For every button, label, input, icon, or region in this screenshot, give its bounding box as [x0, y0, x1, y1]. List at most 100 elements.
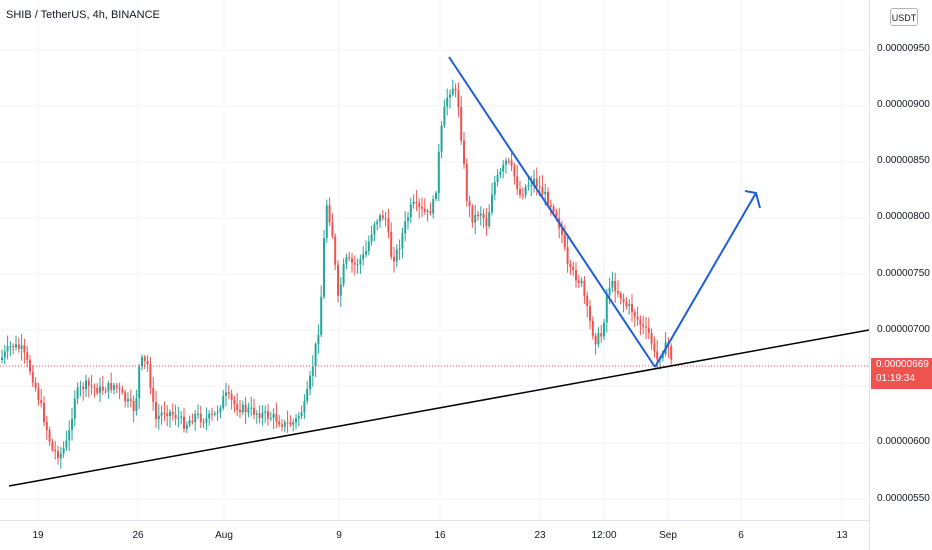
price-axis[interactable]: USDT 0.00000950 0.00000900 0.00000850 0.…: [869, 0, 932, 550]
candle-body: [71, 418, 73, 430]
price-tick: 0.00000550: [877, 493, 930, 504]
candle-body: [51, 441, 54, 450]
candle-body: [303, 401, 306, 413]
candle-body: [342, 263, 345, 285]
candle-body: [499, 171, 502, 175]
candle-body: [166, 413, 169, 416]
candle-body: [563, 234, 566, 248]
candle-body: [639, 319, 642, 325]
candle-body: [43, 402, 45, 422]
symbol-title[interactable]: SHIB / TetherUS, 4h, BINANCE: [6, 9, 160, 21]
candle-body: [471, 206, 474, 223]
candle-body: [409, 204, 412, 218]
candle-body: [594, 335, 597, 345]
candle-body: [608, 287, 611, 296]
candle-body: [236, 404, 239, 410]
candle-body: [555, 212, 558, 218]
candle-body: [485, 218, 488, 227]
candle-body: [443, 106, 446, 126]
candle-body: [633, 312, 636, 317]
candle-body: [6, 346, 9, 352]
candle-body: [457, 90, 460, 108]
candle-body: [320, 296, 323, 335]
candle-body: [115, 385, 118, 388]
candle-body: [465, 163, 468, 201]
candle-body: [146, 361, 149, 365]
candle-body: [479, 213, 482, 216]
candle-body: [331, 222, 334, 237]
candle-body: [118, 387, 121, 390]
candle-body: [393, 256, 395, 262]
candle-body: [292, 422, 295, 425]
candle-body: [314, 344, 317, 367]
price-tick: 0.00000700: [877, 324, 930, 335]
candle-body: [628, 304, 631, 307]
candle-body: [432, 199, 435, 214]
candle-body: [244, 404, 247, 413]
candle-body: [423, 208, 426, 212]
candle-body: [23, 345, 26, 353]
candle-body: [580, 280, 583, 284]
candle-body: [174, 414, 177, 419]
candle-body: [132, 400, 135, 411]
candle-body: [407, 217, 409, 222]
candle-body: [48, 430, 51, 442]
candle-body: [295, 418, 297, 423]
candle-body: [477, 215, 479, 217]
candle-body: [381, 215, 384, 219]
time-tick: 23: [534, 530, 546, 541]
candle-body: [37, 388, 40, 401]
candle-body: [589, 306, 591, 321]
candle-body: [451, 88, 454, 95]
candle-body: [622, 298, 625, 302]
candle-body: [208, 413, 211, 419]
candle-body: [435, 192, 437, 200]
candle-body: [370, 234, 373, 242]
currency-button[interactable]: USDT: [890, 8, 918, 26]
candle-body: [107, 383, 110, 392]
candle-body: [104, 390, 107, 392]
candle-body: [124, 392, 127, 402]
candle-body: [502, 164, 505, 172]
candle-body: [169, 411, 171, 416]
candle-body: [339, 284, 342, 296]
candle-body: [264, 411, 267, 413]
candle-body: [440, 125, 443, 152]
candle-body: [194, 413, 197, 423]
candle-body: [141, 357, 143, 367]
candle-body: [325, 205, 328, 239]
candle-body: [577, 280, 580, 284]
candle-body: [415, 201, 418, 203]
time-tick: 12:00: [591, 530, 617, 541]
candle-body: [645, 326, 647, 328]
candle-body: [113, 385, 115, 390]
candle-body: [99, 386, 101, 394]
candle-body: [544, 191, 547, 195]
candle-body: [275, 413, 278, 422]
candle-body: [269, 417, 272, 419]
candle-body: [619, 293, 622, 299]
candle-body: [309, 375, 311, 390]
current-price-value: 0.00000669: [876, 359, 929, 370]
candle-body: [541, 186, 544, 195]
candle-body: [591, 320, 594, 336]
candle-body: [155, 402, 157, 419]
candle-body: [250, 407, 253, 409]
price-chart[interactable]: [0, 0, 869, 520]
candle-body: [225, 392, 227, 396]
candle-body: [631, 304, 633, 313]
candle-body: [586, 295, 589, 307]
candle-body: [211, 413, 213, 415]
candle-body: [272, 413, 275, 418]
candle-body: [219, 408, 222, 413]
time-tick: Aug: [215, 530, 233, 541]
candle-body: [530, 184, 533, 186]
candle-body: [213, 413, 216, 415]
time-axis[interactable]: 19 26 Aug 9 16 23 12:00 Sep 6 13: [0, 520, 869, 550]
candle-body: [54, 449, 57, 452]
chart-area[interactable]: SHIB / TetherUS, 4h, BINANCE: [0, 0, 869, 520]
projection-arrow-line: [654, 192, 757, 368]
candle-body: [661, 354, 664, 359]
candle-body: [373, 224, 376, 235]
candle-body: [575, 269, 577, 281]
